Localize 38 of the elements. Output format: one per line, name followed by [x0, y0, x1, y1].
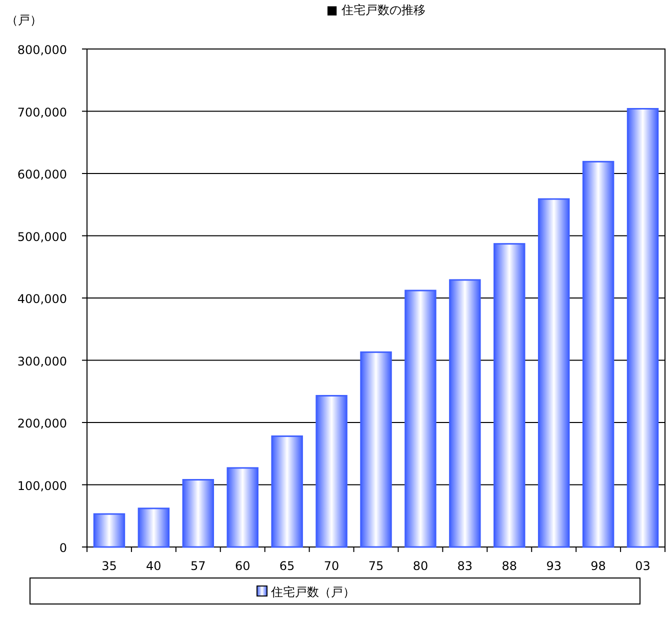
bar	[626, 108, 659, 548]
x-tick-label: 98	[590, 559, 606, 573]
bar	[271, 435, 303, 548]
x-tick-label: 75	[368, 559, 384, 573]
x-tick-label: 35	[102, 559, 117, 573]
x-tick-label: 70	[324, 559, 340, 573]
y-tick-label: 800,000	[17, 43, 67, 57]
bar	[404, 290, 436, 548]
x-tick-label: 40	[146, 559, 162, 573]
x-tick-label: 80	[412, 559, 428, 573]
bar	[316, 394, 348, 548]
bar	[360, 351, 392, 548]
x-tick-label: 65	[279, 559, 295, 573]
bar	[138, 508, 170, 548]
bar	[182, 479, 214, 548]
y-tick-label: 200,000	[17, 416, 67, 430]
bar	[226, 467, 258, 548]
y-tick-label: 600,000	[17, 168, 67, 182]
y-tick-label: 700,000	[17, 105, 67, 120]
y-tick-label: 100,000	[17, 478, 67, 493]
y-tick-label: 300,000	[17, 354, 67, 368]
x-tick-label: 57	[190, 559, 206, 573]
bar	[93, 513, 126, 548]
y-tick-label: 400,000	[17, 292, 67, 306]
chart-title: ■ 住宅戸数の推移	[326, 3, 426, 17]
bar	[582, 160, 614, 548]
bar	[538, 198, 570, 548]
bar	[494, 243, 526, 548]
x-tick-label: 03	[635, 559, 650, 573]
x-tick-label: 88	[502, 559, 518, 573]
y-axis-title: （戸）	[6, 13, 42, 27]
y-tick-label: 500,000	[17, 230, 67, 244]
bar	[449, 279, 481, 548]
y-tick-label: 0	[59, 541, 67, 555]
x-tick-label: 93	[546, 559, 562, 573]
legend-label: 住宅戸数（戸）	[270, 585, 355, 599]
x-tick-label: 60	[234, 559, 250, 573]
x-tick-label: 83	[457, 559, 473, 573]
